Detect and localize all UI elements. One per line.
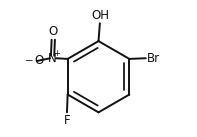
Text: +: +: [53, 48, 60, 58]
Text: N: N: [48, 52, 57, 65]
Text: O: O: [49, 25, 58, 38]
Text: OH: OH: [91, 9, 109, 22]
Text: F: F: [64, 114, 70, 127]
Text: Br: Br: [147, 52, 160, 65]
Text: O: O: [34, 55, 43, 67]
Text: −: −: [25, 56, 34, 66]
